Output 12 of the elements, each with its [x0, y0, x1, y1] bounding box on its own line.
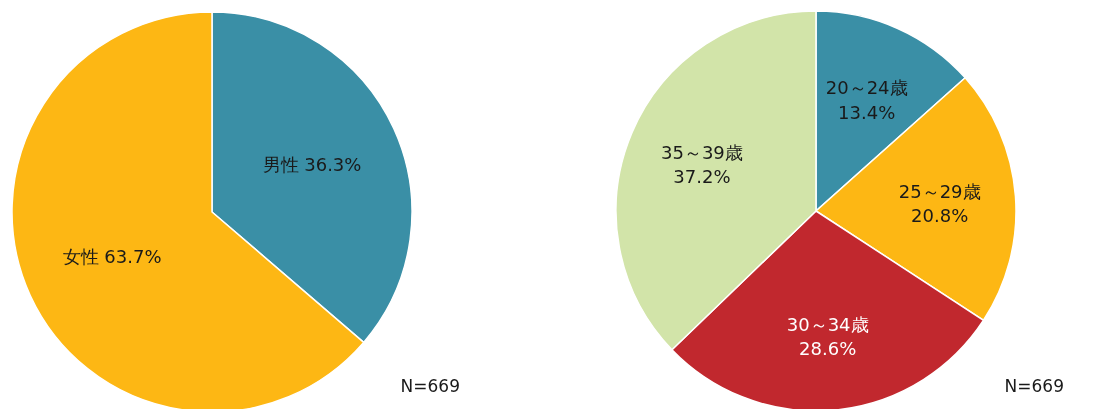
data-label: 13.4% [838, 101, 896, 123]
slice-label: 20～24歳 [825, 77, 908, 99]
data-label: 37.2% [673, 166, 731, 188]
data-label: 20.8% [911, 205, 969, 227]
data-label: 28.6% [799, 338, 857, 360]
slice-label: 男性 36.3% [262, 154, 362, 176]
slice-label: 35～39歳 [660, 141, 743, 163]
text: N=669 [1004, 376, 1064, 396]
slice-label: 25～29歳 [898, 181, 981, 203]
slice-label: 30～34歳 [786, 313, 869, 335]
text: N=669 [400, 376, 460, 396]
slice-label: 女性 63.7% [62, 245, 162, 267]
